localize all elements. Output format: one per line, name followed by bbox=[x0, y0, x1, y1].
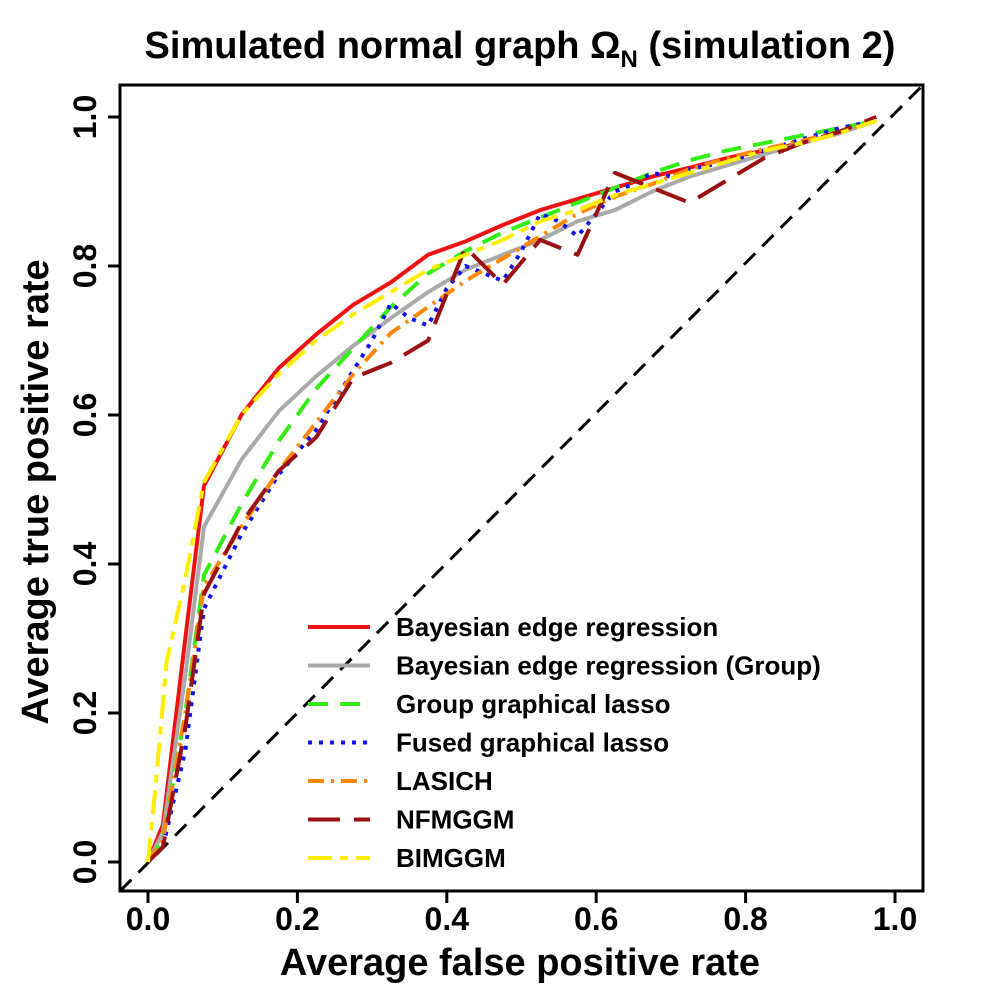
legend-label-6: NFMGGM bbox=[396, 805, 514, 835]
diagonal-reference-line bbox=[118, 83, 925, 893]
y-axis: 0.0 0.2 0.4 0.6 0.8 1.0 bbox=[67, 95, 120, 884]
x-axis-label: Average false positive rate bbox=[280, 942, 760, 984]
series-line-6 bbox=[146, 115, 878, 864]
series-line-3 bbox=[146, 118, 877, 864]
y-axis-label: Average true positive rate bbox=[15, 259, 57, 724]
plot-frame bbox=[118, 83, 925, 893]
y-tick-label: 0.8 bbox=[67, 244, 103, 288]
legend-label-7: BIMGGM bbox=[396, 843, 506, 873]
y-tick-label: 0.6 bbox=[67, 393, 103, 437]
title-main: Simulated normal graph Ω bbox=[145, 25, 621, 67]
y-tick-label: 1.0 bbox=[67, 95, 103, 139]
x-tick-label: 1.0 bbox=[873, 901, 917, 937]
legend-label-4: Fused graphical lasso bbox=[396, 728, 669, 758]
series-line-5 bbox=[146, 118, 877, 864]
y-tick-label: 0.0 bbox=[67, 840, 103, 884]
legend-label-5: LASICH bbox=[396, 766, 493, 796]
series-line-2 bbox=[146, 118, 877, 863]
y-tick-label: 0.4 bbox=[67, 542, 103, 587]
title-subscript: N bbox=[621, 46, 638, 73]
x-tick-label: 0.2 bbox=[275, 901, 319, 937]
series-line-4 bbox=[146, 118, 877, 864]
title-suffix: (simulation 2) bbox=[638, 25, 896, 67]
legend-label-3: Group graphical lasso bbox=[396, 689, 671, 719]
y-tick-label: 0.2 bbox=[67, 691, 103, 735]
x-tick-label: 0.6 bbox=[574, 901, 618, 937]
x-tick-label: 0.4 bbox=[425, 901, 470, 937]
x-tick-label: 0.8 bbox=[723, 901, 767, 937]
legend: Bayesian edge regression Bayesian edge re… bbox=[308, 612, 821, 873]
legend-label-2: Bayesian edge regression (Group) bbox=[396, 651, 821, 681]
series-layer bbox=[146, 115, 878, 864]
x-tick-label: 0.0 bbox=[126, 901, 170, 937]
chart-title: Simulated normal graph ΩN (simulation 2) bbox=[145, 25, 896, 73]
legend-label-1: Bayesian edge regression bbox=[396, 612, 718, 642]
series-line-7 bbox=[146, 118, 877, 863]
x-axis: 0.0 0.2 0.4 0.6 0.8 1.0 bbox=[126, 891, 917, 937]
